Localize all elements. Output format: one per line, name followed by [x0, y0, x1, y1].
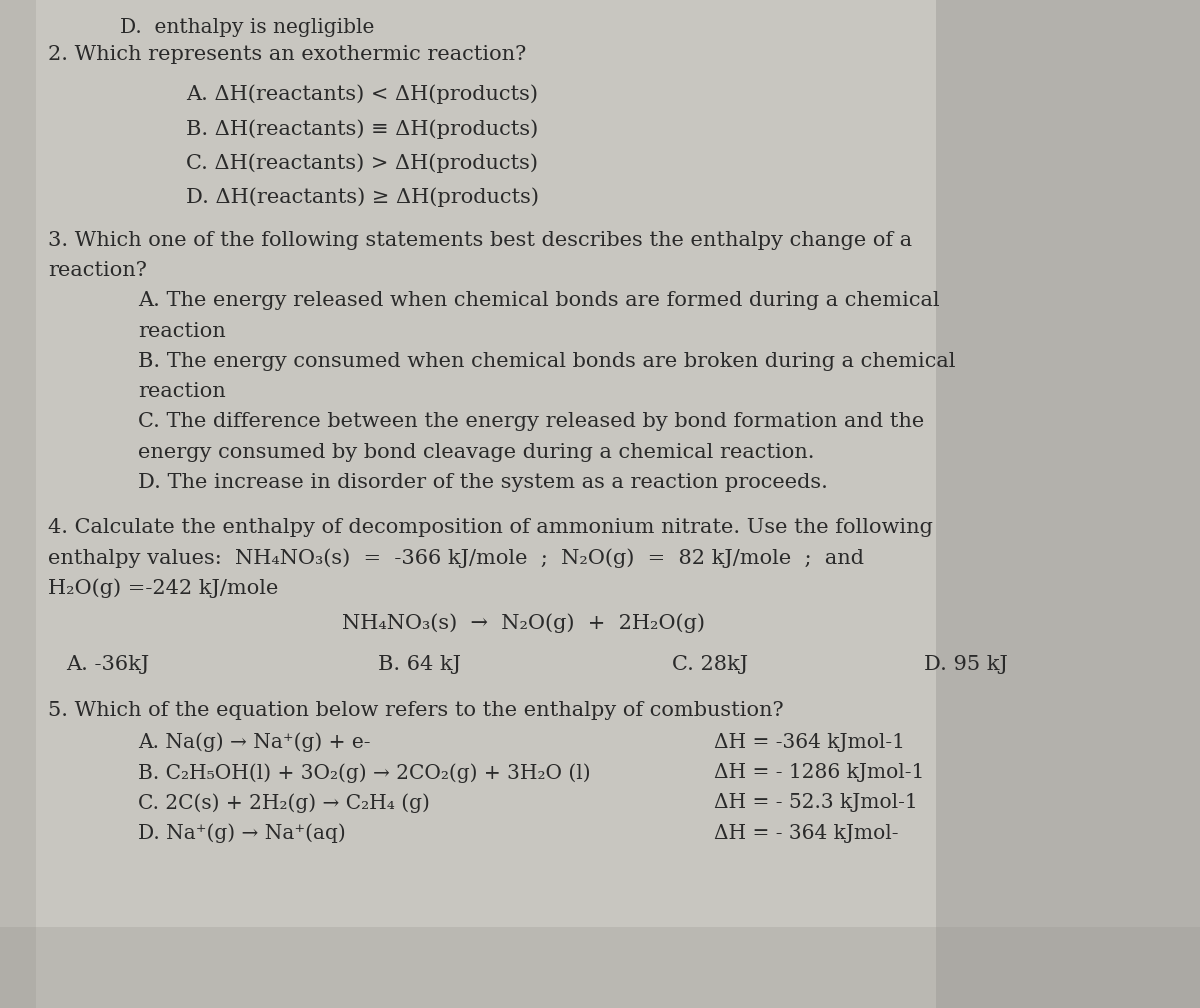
Text: 5. Which of the equation below refers to the enthalpy of combustion?: 5. Which of the equation below refers to…	[48, 701, 784, 720]
Text: B. C₂H₅OH(l) + 3O₂(g) → 2CO₂(g) + 3H₂O (l): B. C₂H₅OH(l) + 3O₂(g) → 2CO₂(g) + 3H₂O (…	[138, 763, 590, 783]
Text: D.  enthalpy is negligible: D. enthalpy is negligible	[120, 18, 374, 37]
Text: reaction: reaction	[138, 322, 226, 341]
Text: A. -36kJ: A. -36kJ	[66, 655, 149, 674]
Text: D. 95 kJ: D. 95 kJ	[924, 655, 1008, 674]
Text: ΔH = - 52.3 kJmol-1: ΔH = - 52.3 kJmol-1	[714, 793, 918, 812]
Bar	[0, 927, 1200, 1008]
Text: 3. Which one of the following statements best describes the enthalpy change of a: 3. Which one of the following statements…	[48, 231, 912, 250]
Bar	[0, 0, 36, 1008]
Text: D. ΔH(reactants) ≥ ΔH(products): D. ΔH(reactants) ≥ ΔH(products)	[186, 187, 539, 208]
Text: D. Na⁺(g) → Na⁺(aq): D. Na⁺(g) → Na⁺(aq)	[138, 824, 346, 844]
Text: D. The increase in disorder of the system as a reaction proceeds.: D. The increase in disorder of the syste…	[138, 473, 828, 492]
Text: ΔH = - 1286 kJmol-1: ΔH = - 1286 kJmol-1	[714, 763, 924, 782]
Text: ΔH = - 364 kJmol-: ΔH = - 364 kJmol-	[714, 824, 899, 843]
Text: ΔH = -364 kJmol-1: ΔH = -364 kJmol-1	[714, 733, 905, 752]
Text: B. ΔH(reactants) ≡ ΔH(products): B. ΔH(reactants) ≡ ΔH(products)	[186, 119, 539, 139]
Text: A. ΔH(reactants) < ΔH(products): A. ΔH(reactants) < ΔH(products)	[186, 85, 538, 105]
Bar	[936, 0, 1200, 1008]
Text: 4. Calculate the enthalpy of decomposition of ammonium nitrate. Use the followin: 4. Calculate the enthalpy of decompositi…	[48, 518, 932, 537]
Text: reaction?: reaction?	[48, 261, 146, 280]
Text: reaction: reaction	[138, 382, 226, 401]
Text: A. The energy released when chemical bonds are formed during a chemical: A. The energy released when chemical bon…	[138, 291, 940, 310]
Text: C. 2C(s) + 2H₂(g) → C₂H₄ (g): C. 2C(s) + 2H₂(g) → C₂H₄ (g)	[138, 793, 430, 813]
Text: enthalpy values:  NH₄NO₃(s)  =  -366 kJ/mole  ;  N₂O(g)  =  82 kJ/mole  ;  and: enthalpy values: NH₄NO₃(s) = -366 kJ/mol…	[48, 548, 864, 569]
Text: B. The energy consumed when chemical bonds are broken during a chemical: B. The energy consumed when chemical bon…	[138, 352, 955, 371]
Text: NH₄NO₃(s)  →  N₂O(g)  +  2H₂O(g): NH₄NO₃(s) → N₂O(g) + 2H₂O(g)	[342, 613, 706, 633]
Text: A. Na(g) → Na⁺(g) + e-: A. Na(g) → Na⁺(g) + e-	[138, 733, 371, 753]
Text: energy consumed by bond cleavage during a chemical reaction.: energy consumed by bond cleavage during …	[138, 443, 815, 462]
Text: 2. Which represents an exothermic reaction?: 2. Which represents an exothermic reacti…	[48, 45, 527, 65]
Text: H₂O(g) =-242 kJ/mole: H₂O(g) =-242 kJ/mole	[48, 579, 278, 599]
Text: C. ΔH(reactants) > ΔH(products): C. ΔH(reactants) > ΔH(products)	[186, 153, 538, 173]
Text: C. 28kJ: C. 28kJ	[672, 655, 748, 674]
Text: C. The difference between the energy released by bond formation and the: C. The difference between the energy rel…	[138, 412, 924, 431]
Text: B. 64 kJ: B. 64 kJ	[378, 655, 461, 674]
